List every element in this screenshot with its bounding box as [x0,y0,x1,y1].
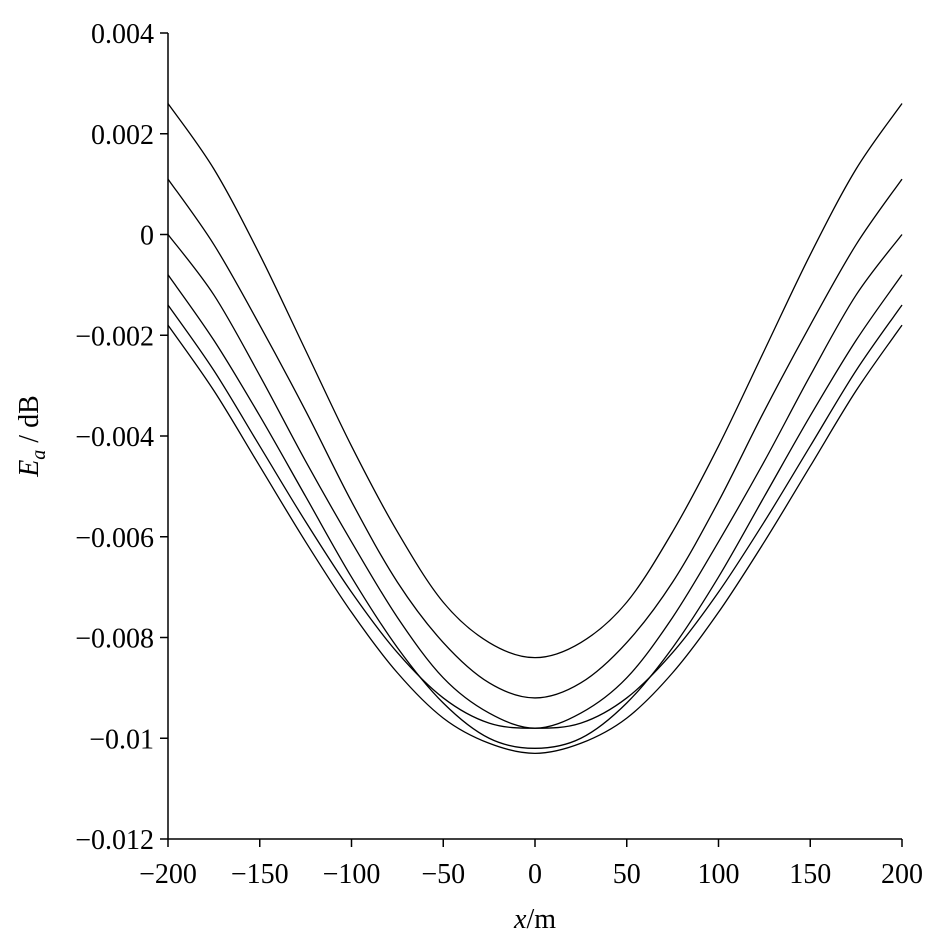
x-tick-label: 50 [613,859,641,890]
y-axis-variable: E [14,460,45,478]
series-line-3 [167,234,903,729]
y-tick-label: −0.012 [75,825,154,856]
y-tick-label: −0.004 [75,422,154,453]
axis-titles: x/m Ea / dB [14,395,556,935]
x-tick-label: −200 [139,859,197,890]
x-tick-label: −50 [421,859,465,890]
x-tick-label: 150 [789,859,831,890]
x-tick-label: 0 [528,859,542,890]
series-line-2 [167,178,903,699]
x-tick-label: −100 [323,859,381,890]
series-lines [167,103,903,755]
y-axis-title: Ea / dB [14,395,50,478]
series-line-6 [167,324,903,755]
series-line-1 [167,103,903,659]
series-line-4 [167,274,903,749]
x-axis-variable: x [513,904,527,935]
y-tick-label: 0 [140,221,154,252]
y-tick-label: 0.002 [91,120,154,151]
y-axis-unit: / dB [14,395,45,449]
x-tick-label: 200 [881,859,923,890]
x-tick-label: −150 [231,859,289,890]
ticks: 0.004 0.002 0 −0.002 −0.004 −0.006 −0.008 −0.01… [75,19,923,890]
y-tick-label: 0.004 [91,19,154,50]
x-tick-label: 100 [698,859,740,890]
x-axis-title: x/m [513,904,556,935]
series-line-5 [167,304,903,729]
y-axis-subscript: a [28,450,50,460]
y-tick-label: −0.002 [75,321,154,352]
y-tick-label: −0.006 [75,523,154,554]
x-axis-unit: /m [526,904,556,935]
y-tick-label: −0.008 [75,624,154,655]
axes [167,33,902,840]
y-tick-label: −0.01 [89,724,154,755]
